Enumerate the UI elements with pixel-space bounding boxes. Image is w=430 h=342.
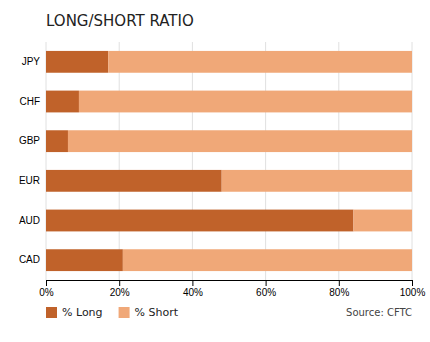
- tick: 20%: [110, 280, 130, 298]
- bar: [46, 91, 79, 113]
- tick-label: 20%: [110, 287, 130, 298]
- x-axis: 0% 20% 40% 60% 80% 100%: [39, 280, 425, 298]
- bar: [46, 51, 108, 73]
- bar: [79, 91, 412, 113]
- tick: CAD: [19, 254, 46, 265]
- bar: [123, 249, 412, 271]
- series: [68, 51, 412, 271]
- tick-mark: [266, 280, 267, 286]
- tick-label: 60%: [256, 287, 276, 298]
- legend-item: % Short: [119, 306, 179, 319]
- y-axis: CAD AUD EUR GBP CHF JPY: [19, 56, 46, 265]
- bar: [68, 130, 412, 152]
- tick-label: CHF: [19, 96, 40, 107]
- tick-mark: [192, 280, 193, 286]
- bar: [46, 210, 353, 232]
- grid-line: [265, 42, 266, 280]
- grid-line: [119, 42, 120, 280]
- tick: 40%: [183, 280, 203, 298]
- tick-mark: [119, 280, 120, 286]
- grid-line: [338, 42, 339, 280]
- tick: 100%: [400, 280, 426, 298]
- bar: [46, 249, 123, 271]
- tick-label: 80%: [329, 287, 349, 298]
- tick: 60%: [256, 280, 276, 298]
- bar: [353, 210, 412, 232]
- legend-item: % Long: [46, 306, 103, 319]
- plot: 0% 20% 40% 60% 80% 100% CAD AUD EUR GBP CHF JPY: [19, 42, 426, 298]
- tick-label: 100%: [400, 287, 426, 298]
- tick-label: 40%: [183, 287, 203, 298]
- tick-label: AUD: [19, 215, 40, 226]
- tick: AUD: [19, 215, 46, 226]
- tick-label: EUR: [19, 175, 40, 186]
- legend-swatch: [46, 307, 57, 318]
- tick-mark: [412, 280, 413, 286]
- tick: EUR: [19, 175, 46, 186]
- grid: [46, 42, 412, 280]
- bar: [46, 170, 222, 192]
- tick-label: JPY: [22, 56, 41, 67]
- tick: GBP: [19, 135, 46, 146]
- tick-mark: [46, 280, 47, 286]
- tick: 80%: [329, 280, 349, 298]
- bar: [108, 51, 412, 73]
- legend-label: % Short: [135, 306, 179, 319]
- grid-line: [46, 42, 47, 280]
- tick-label: GBP: [19, 135, 40, 146]
- tick: JPY: [22, 56, 46, 67]
- chart: 0% 20% 40% 60% 80% 100% CAD AUD EUR GBP CHF JPY LONG…: [0, 0, 430, 342]
- bar: [222, 170, 412, 192]
- series: [46, 51, 353, 271]
- tick-label: 0%: [39, 287, 54, 298]
- tick-label: CAD: [19, 254, 40, 265]
- tick: CHF: [19, 96, 46, 107]
- tick: 0%: [39, 280, 54, 298]
- axis-line: [47, 281, 413, 287]
- bar: [46, 130, 68, 152]
- legend-label: % Long: [62, 306, 103, 319]
- annotation: Source: CFTC: [346, 307, 412, 318]
- bars: [46, 51, 412, 271]
- tick-mark: [339, 280, 340, 286]
- title: LONG/SHORT RATIO: [46, 12, 194, 30]
- legend-swatch: [119, 307, 130, 318]
- grid-line: [412, 42, 413, 280]
- legend: % Long % Short: [46, 306, 179, 319]
- grid-line: [192, 42, 193, 280]
